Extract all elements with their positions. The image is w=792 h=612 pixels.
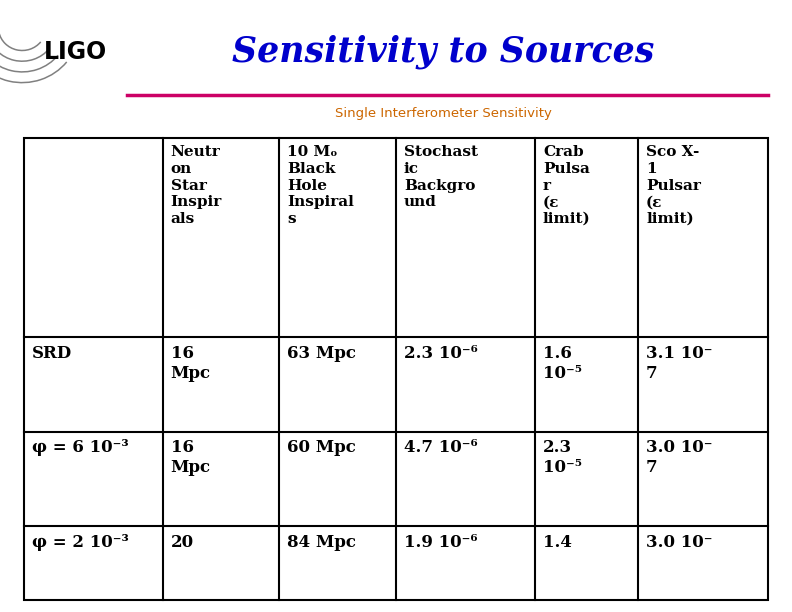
Text: 10 Mₒ
Black
Hole
Inspiral
s: 10 Mₒ Black Hole Inspiral s: [287, 145, 354, 226]
Text: 16
Mpc: 16 Mpc: [171, 345, 211, 382]
Text: Neutr
on
Star
Inspir
als: Neutr on Star Inspir als: [171, 145, 222, 226]
Text: Crab
Pulsa
r
(ε
limit): Crab Pulsa r (ε limit): [543, 145, 591, 226]
Text: 3.0 10⁻
7: 3.0 10⁻ 7: [646, 439, 713, 476]
Text: 60 Mpc: 60 Mpc: [287, 439, 356, 456]
Text: 1.4: 1.4: [543, 534, 572, 551]
Text: Single Interferometer Sensitivity: Single Interferometer Sensitivity: [335, 106, 552, 120]
Text: 1.9 10⁻⁶: 1.9 10⁻⁶: [404, 534, 478, 551]
Text: 2.3 10⁻⁶: 2.3 10⁻⁶: [404, 345, 478, 362]
Text: Sensitivity to Sources: Sensitivity to Sources: [232, 35, 655, 69]
Text: 4.7 10⁻⁶: 4.7 10⁻⁶: [404, 439, 478, 456]
Text: 3.0 10⁻: 3.0 10⁻: [646, 534, 713, 551]
Text: φ = 6 10⁻³: φ = 6 10⁻³: [32, 439, 128, 456]
Text: 3.1 10⁻
7: 3.1 10⁻ 7: [646, 345, 713, 382]
Text: 2.3
10⁻⁵: 2.3 10⁻⁵: [543, 439, 582, 476]
Text: 20: 20: [171, 534, 194, 551]
Text: Sco X-
1
Pulsar
(ε
limit): Sco X- 1 Pulsar (ε limit): [646, 145, 701, 226]
Text: 63 Mpc: 63 Mpc: [287, 345, 356, 362]
Bar: [24, 138, 768, 600]
Text: SRD: SRD: [32, 345, 72, 362]
Text: 84 Mpc: 84 Mpc: [287, 534, 356, 551]
Text: φ = 2 10⁻³: φ = 2 10⁻³: [32, 534, 128, 551]
Text: Stochast
ic
Backgro
und: Stochast ic Backgro und: [404, 145, 478, 209]
Text: LIGO: LIGO: [44, 40, 107, 64]
Text: 1.6
10⁻⁵: 1.6 10⁻⁵: [543, 345, 582, 382]
Text: 16
Mpc: 16 Mpc: [171, 439, 211, 476]
